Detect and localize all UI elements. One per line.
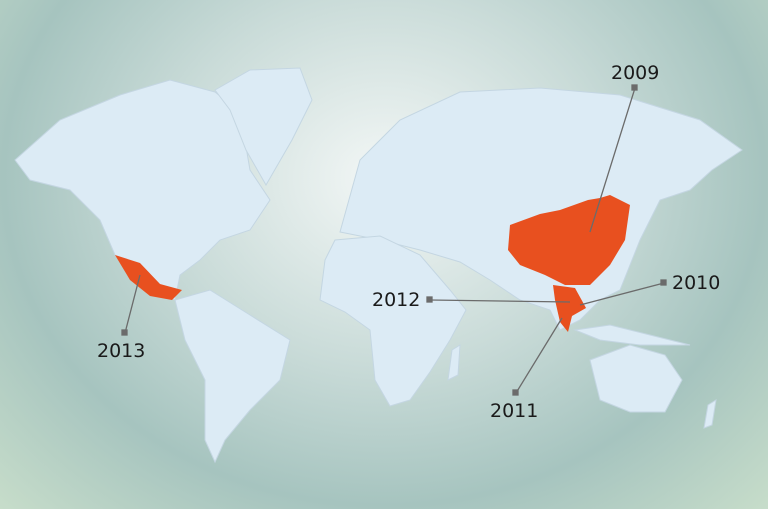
- indonesia: [573, 324, 691, 346]
- australia: [589, 344, 683, 413]
- greenland: [214, 67, 313, 187]
- north-america: [14, 79, 271, 301]
- eurasia: [339, 87, 743, 331]
- label-2011: 2011: [490, 400, 539, 422]
- leader-2010: [579, 282, 665, 306]
- mexico-highlight: [115, 255, 182, 300]
- label-2012: 2012: [372, 289, 421, 311]
- south-america: [174, 289, 291, 464]
- label-2010: 2010: [672, 272, 721, 294]
- africa: [319, 235, 467, 407]
- leader-2012: [429, 299, 571, 303]
- china-highlight: [508, 195, 630, 285]
- label-2013: 2013: [97, 340, 146, 362]
- leader-2013: [124, 274, 141, 334]
- madagascar: [447, 344, 461, 381]
- label-2009: 2009: [611, 62, 660, 84]
- leader-2011: [515, 317, 563, 394]
- new-zealand: [703, 398, 717, 429]
- leader-2009: [589, 87, 636, 233]
